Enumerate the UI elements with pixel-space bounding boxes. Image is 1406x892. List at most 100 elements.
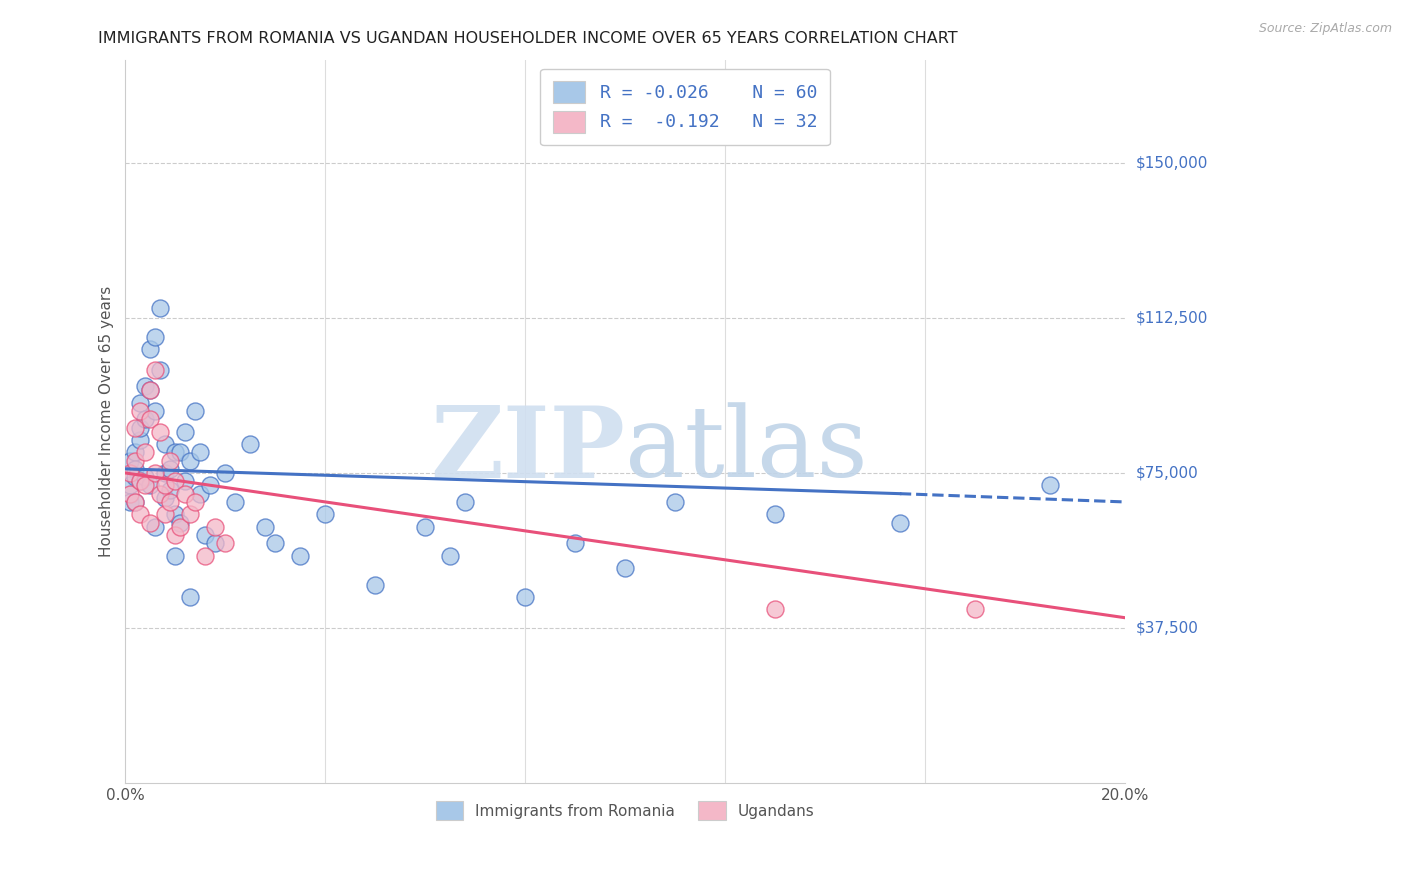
Point [120, 478, 142, 492]
Point [184, 404, 207, 418]
Point [190, 445, 212, 459]
Point [963, 602, 986, 616]
Point [124, 453, 146, 467]
Point [120, 486, 142, 500]
Point [155, 437, 177, 451]
Point [214, 536, 236, 550]
Point [134, 445, 156, 459]
Point [314, 508, 336, 522]
Point [120, 495, 142, 509]
Text: atlas: atlas [626, 402, 868, 498]
Point [129, 475, 152, 489]
Point [214, 466, 236, 480]
Point [155, 478, 177, 492]
Point [169, 445, 191, 459]
Point [139, 342, 162, 356]
Point [124, 420, 146, 434]
Point [120, 453, 142, 467]
Point [614, 561, 637, 575]
Point [515, 590, 537, 604]
Point [413, 520, 436, 534]
Point [124, 462, 146, 476]
Point [159, 453, 181, 467]
Point [165, 549, 187, 563]
Point [194, 549, 217, 563]
Point [179, 590, 201, 604]
Point [129, 433, 152, 447]
Point [134, 478, 156, 492]
Point [124, 495, 146, 509]
Point [134, 379, 156, 393]
Text: ZIP: ZIP [430, 401, 626, 499]
Point [149, 486, 172, 500]
Point [204, 536, 226, 550]
Point [139, 384, 162, 398]
Point [239, 437, 262, 451]
Point [139, 384, 162, 398]
Point [169, 520, 191, 534]
Point [889, 516, 911, 530]
Text: $75,000: $75,000 [1136, 466, 1198, 481]
Point [145, 404, 167, 418]
Point [139, 478, 162, 492]
Point [165, 508, 187, 522]
Point [129, 508, 152, 522]
Y-axis label: Householder Income Over 65 years: Householder Income Over 65 years [100, 285, 114, 557]
Point [664, 495, 686, 509]
Point [129, 420, 152, 434]
Point [159, 483, 181, 497]
Point [174, 475, 197, 489]
Point [155, 491, 177, 505]
Point [149, 362, 172, 376]
Point [155, 508, 177, 522]
Point [364, 577, 387, 591]
Text: Source: ZipAtlas.com: Source: ZipAtlas.com [1258, 22, 1392, 36]
Point [124, 495, 146, 509]
Point [763, 602, 786, 616]
Point [129, 395, 152, 409]
Point [169, 516, 191, 530]
Point [184, 495, 207, 509]
Point [200, 478, 222, 492]
Text: $150,000: $150,000 [1136, 155, 1208, 170]
Point [179, 453, 201, 467]
Text: IMMIGRANTS FROM ROMANIA VS UGANDAN HOUSEHOLDER INCOME OVER 65 YEARS CORRELATION : IMMIGRANTS FROM ROMANIA VS UGANDAN HOUSE… [98, 31, 957, 46]
Point [159, 462, 181, 476]
Point [124, 445, 146, 459]
Point [149, 425, 172, 439]
Point [165, 445, 187, 459]
Point [174, 425, 197, 439]
Point [290, 549, 312, 563]
Point [145, 329, 167, 343]
Point [264, 536, 287, 550]
Point [194, 528, 217, 542]
Text: $112,500: $112,500 [1136, 310, 1208, 326]
Point [155, 466, 177, 480]
Point [454, 495, 477, 509]
Point [139, 516, 162, 530]
Point [165, 528, 187, 542]
Point [124, 470, 146, 484]
Point [149, 301, 172, 315]
Point [190, 486, 212, 500]
Point [174, 486, 197, 500]
Point [165, 475, 187, 489]
Point [134, 412, 156, 426]
Point [129, 475, 152, 489]
Point [763, 508, 786, 522]
Point [145, 466, 167, 480]
Legend: Immigrants from Romania, Ugandans: Immigrants from Romania, Ugandans [429, 795, 821, 826]
Point [145, 362, 167, 376]
Point [120, 466, 142, 480]
Point [139, 412, 162, 426]
Point [159, 495, 181, 509]
Point [179, 508, 201, 522]
Point [204, 520, 226, 534]
Point [145, 520, 167, 534]
Point [439, 549, 461, 563]
Point [254, 520, 277, 534]
Point [1039, 478, 1062, 492]
Text: $37,500: $37,500 [1136, 621, 1199, 635]
Point [564, 536, 586, 550]
Point [134, 470, 156, 484]
